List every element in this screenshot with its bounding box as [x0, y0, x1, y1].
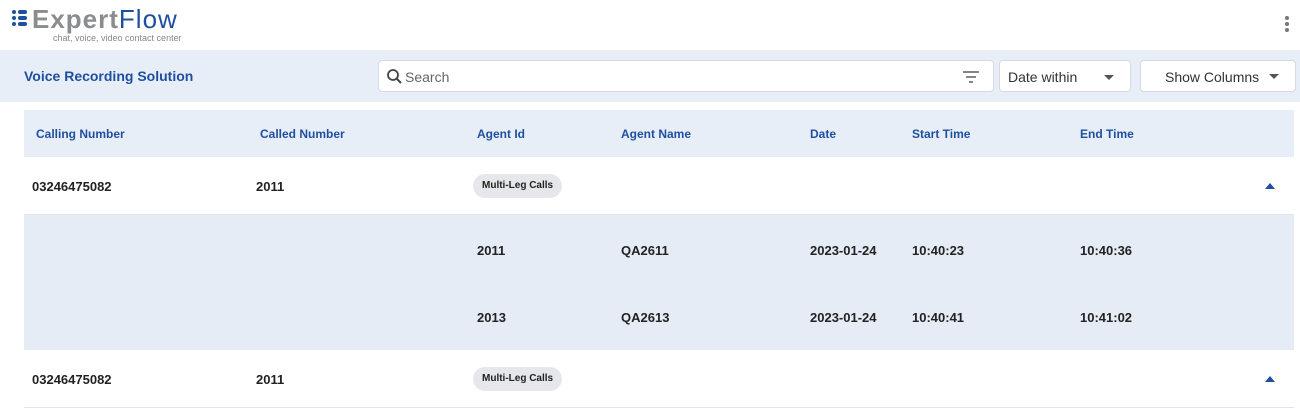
search-icon [387, 69, 402, 84]
multi-leg-badge: Multi-Leg Calls [473, 174, 563, 198]
chevron-down-icon [1104, 75, 1114, 80]
agent-name: QA2611 [621, 243, 669, 258]
col-start-time[interactable]: Start Time [912, 127, 971, 141]
logo-tagline: chat, voice, video contact center [53, 33, 182, 43]
caret-down-icon [1269, 74, 1279, 79]
collapse-arrow-icon[interactable] [1265, 376, 1275, 382]
expanded-legs: 2011 QA2611 2023-01-24 10:40:23 10:40:36… [24, 215, 1294, 350]
end-time: 10:41:02 [1080, 310, 1133, 325]
date: 2023-01-24 [810, 243, 877, 258]
start-time: 10:40:23 [912, 243, 965, 258]
table-header: Calling Number Called Number Agent Id Ag… [24, 110, 1294, 157]
agent-id: 2011 [477, 243, 506, 258]
leg-row[interactable]: 2011 QA2611 2023-01-24 10:40:23 10:40:36 [24, 215, 1294, 282]
logo-name-1: Expert [32, 4, 119, 34]
logo-dots-icon [12, 10, 30, 26]
col-date[interactable]: Date [810, 127, 837, 141]
start-time: 10:40:41 [912, 310, 965, 325]
date-within-label: Date within [1008, 69, 1078, 85]
recordings-table: Calling Number Called Number Agent Id Ag… [24, 110, 1294, 408]
col-agent-name[interactable]: Agent Name [621, 127, 692, 141]
calling-number: 03246475082 [32, 372, 112, 387]
end-time: 10:40:36 [1080, 243, 1133, 258]
col-end-time[interactable]: End Time [1080, 127, 1134, 141]
agent-id: 2013 [477, 310, 506, 325]
col-called-number[interactable]: Called Number [260, 127, 345, 141]
show-columns-label: Show Columns [1165, 69, 1260, 85]
col-agent-id[interactable]: Agent Id [477, 127, 525, 141]
search-input[interactable] [405, 67, 945, 87]
logo-name-2: Flow [118, 4, 178, 34]
show-columns-button[interactable]: Show Columns [1140, 60, 1296, 92]
date: 2023-01-24 [810, 310, 877, 325]
toolbar: Voice Recording Solution Date within Sho… [0, 50, 1300, 102]
agent-name: QA2613 [621, 310, 670, 325]
more-options-icon[interactable] [1284, 16, 1290, 34]
called-number: 2011 [256, 179, 285, 194]
calling-number: 03246475082 [32, 179, 112, 194]
table-row[interactable]: 03246475082 2011 Multi-Leg Calls [24, 157, 1294, 215]
leg-row[interactable]: 2013 QA2613 2023-01-24 10:40:41 10:41:02 [24, 282, 1294, 349]
app-header: ExpertFlow chat, voice, video contact ce… [0, 0, 1300, 50]
table-row[interactable]: 03246475082 2011 Multi-Leg Calls [24, 350, 1294, 408]
col-calling-number[interactable]: Calling Number [36, 127, 125, 141]
search-box[interactable] [378, 60, 994, 92]
called-number: 2011 [256, 372, 285, 387]
filter-icon[interactable] [963, 71, 979, 83]
date-within-dropdown[interactable]: Date within [999, 60, 1131, 92]
page-title: Voice Recording Solution [24, 68, 194, 84]
collapse-arrow-icon[interactable] [1265, 183, 1275, 189]
multi-leg-badge: Multi-Leg Calls [473, 367, 563, 391]
